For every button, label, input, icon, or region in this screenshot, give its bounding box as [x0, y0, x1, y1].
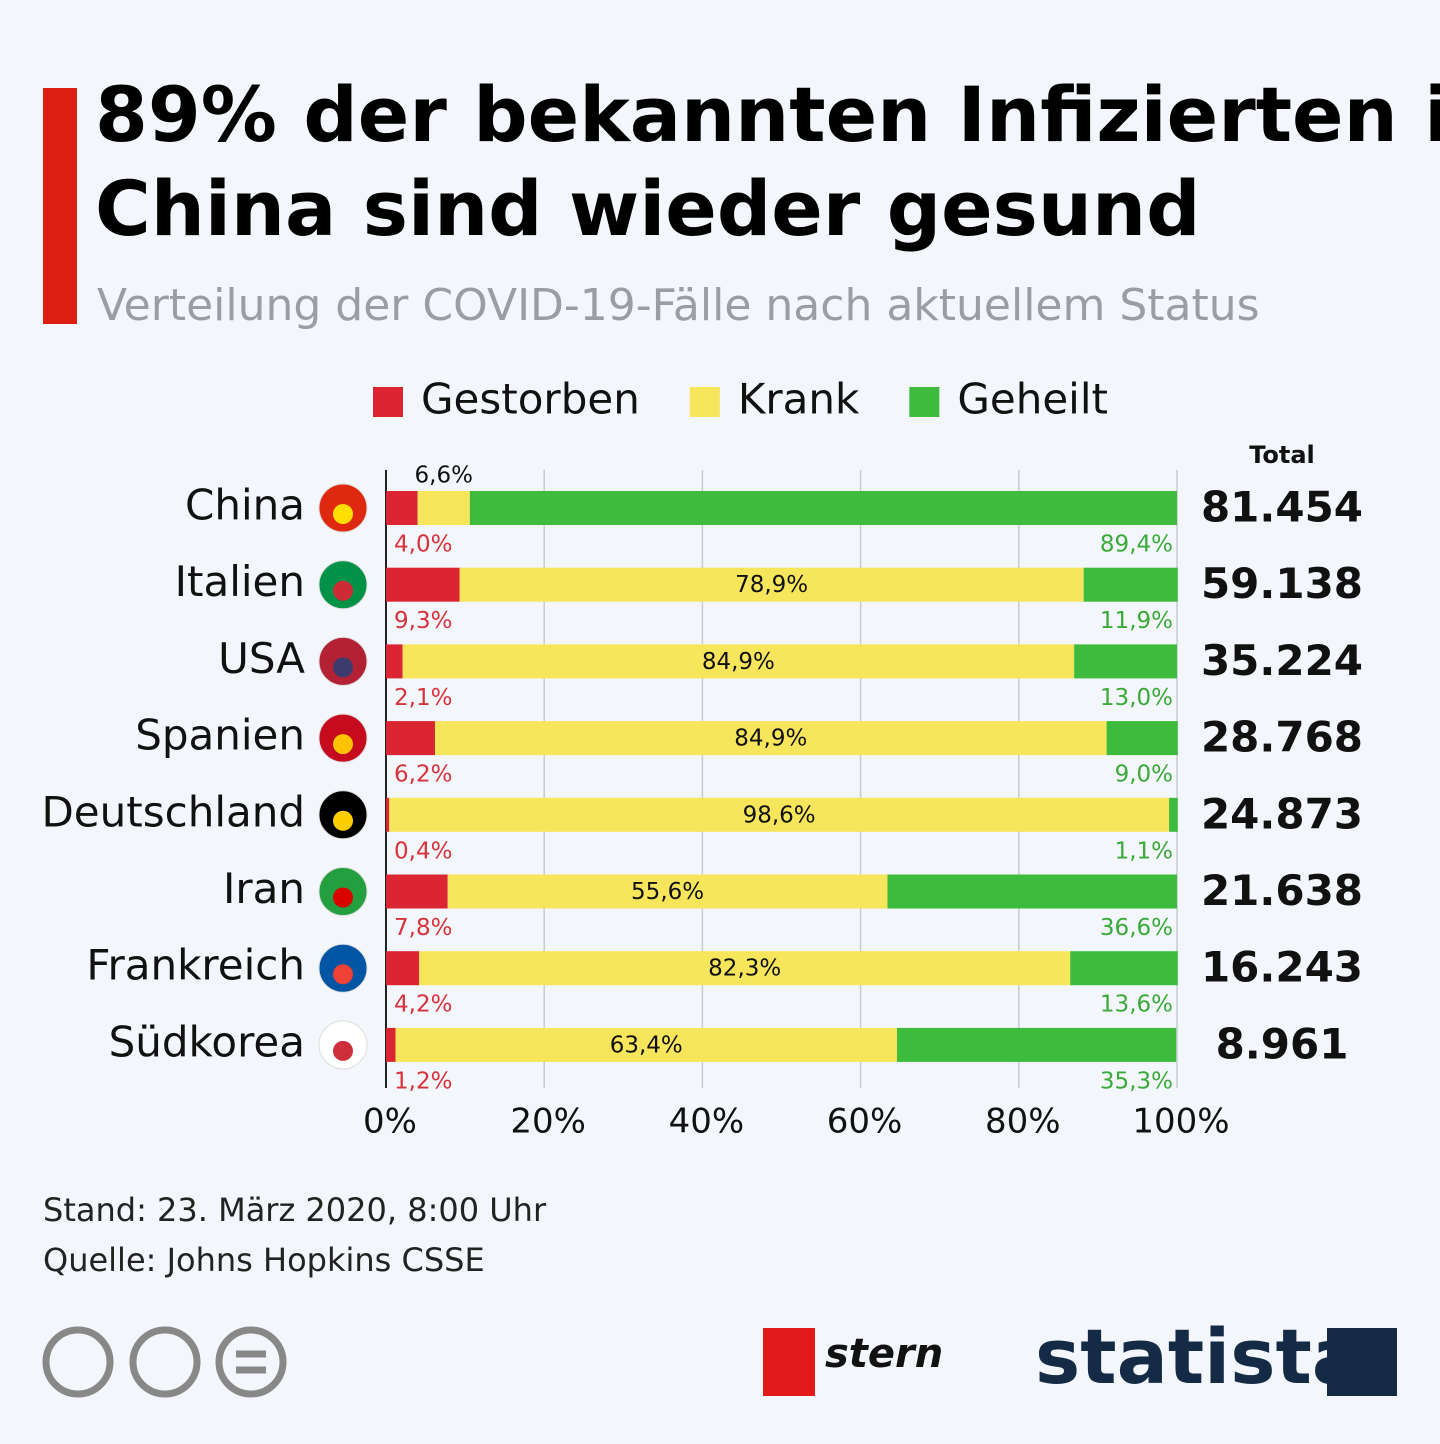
subtitle: Verteilung der COVID-19-Fälle nach aktue… [97, 280, 1260, 331]
value-label: 9,0% [1115, 762, 1173, 788]
bar-segment [896, 1027, 1177, 1062]
value-label: 0,4% [394, 838, 452, 864]
value-label: 13,0% [1100, 685, 1173, 711]
x-tick-label: 100% [1132, 1102, 1229, 1142]
bar-segment [447, 874, 888, 909]
bar-segment [887, 874, 1177, 909]
value-label: 6,2% [394, 762, 452, 788]
bar-segment [386, 797, 390, 832]
total-label: 8.961 [1216, 1019, 1349, 1068]
bar-segment [386, 1027, 396, 1062]
flag-detail [333, 964, 353, 985]
bar-segment [469, 491, 1177, 525]
bar-segment [386, 874, 448, 909]
bar-segment [402, 644, 1075, 679]
bar-segment [389, 797, 1170, 832]
value-label: 82,3% [708, 956, 781, 982]
category-label: Frankreich [86, 941, 305, 990]
bar-segment [386, 644, 403, 679]
bar-segment [386, 951, 420, 986]
license-icons [42, 1326, 287, 1398]
flag-detail [333, 657, 353, 678]
flag-detail [333, 580, 353, 601]
stern-icon [763, 1328, 815, 1396]
flag-detail [333, 810, 353, 831]
bar-segment [1070, 951, 1178, 986]
value-label: 55,6% [631, 879, 704, 905]
legend-swatch [373, 387, 403, 417]
note: Quelle: Johns Hopkins CSSE [43, 1241, 485, 1279]
bar-segment [386, 491, 418, 525]
legend-swatch [689, 387, 720, 417]
bar-segment [435, 721, 1107, 756]
bar-segment [1169, 797, 1178, 832]
note: Stand: 23. März 2020, 8:00 Uhr [43, 1191, 547, 1229]
flag-detail [333, 734, 353, 755]
category-label: Spanien [135, 711, 305, 760]
value-label: 2,1% [394, 685, 452, 711]
category-label: USA [218, 634, 305, 683]
flag-detail [333, 504, 353, 524]
value-label: 9,3% [394, 608, 452, 634]
title-accent [43, 88, 77, 324]
totals-title: Total [1249, 441, 1315, 469]
bar-segment [1106, 721, 1178, 756]
bar-segment [419, 951, 1071, 986]
x-tick-label: 60% [827, 1102, 903, 1142]
value-label: 11,9% [1100, 608, 1173, 634]
flag-detail [333, 887, 353, 908]
total-label: 81.454 [1201, 483, 1363, 532]
value-label: 7,8% [394, 915, 452, 941]
category-label: Deutschland [41, 787, 305, 836]
bar-segment [1083, 567, 1178, 602]
legend-swatch [909, 387, 940, 417]
bar-segment [1074, 644, 1177, 679]
logo: statista [1035, 1312, 1363, 1401]
value-label: 1,1% [1115, 838, 1173, 864]
bar-segment [386, 721, 436, 756]
value-label: 13,6% [1100, 992, 1173, 1018]
value-label: 98,6% [743, 802, 816, 828]
category-label: Südkorea [109, 1017, 305, 1066]
value-label: 78,9% [735, 572, 808, 598]
logo: stern [825, 1331, 943, 1377]
x-tick-label: 80% [985, 1102, 1061, 1142]
x-tick-label: 40% [669, 1102, 745, 1142]
total-label: 16.243 [1201, 943, 1363, 992]
value-label: 89,4% [1100, 532, 1173, 558]
value-label: 84,9% [702, 649, 775, 675]
value-label: 4,2% [394, 992, 452, 1018]
category-label: China [185, 481, 305, 530]
legend-label: Gestorben [421, 375, 640, 424]
bar-segment [386, 567, 460, 602]
total-label: 24.873 [1201, 789, 1363, 838]
bar-segment [459, 567, 1084, 602]
value-label: 35,3% [1100, 1068, 1173, 1094]
value-label: 1,2% [394, 1068, 452, 1094]
value-label: 84,9% [734, 726, 807, 752]
category-label: Italien [175, 557, 305, 606]
total-label: 35.224 [1201, 636, 1363, 685]
value-label: 63,4% [610, 1032, 683, 1058]
total-label: 21.638 [1201, 866, 1363, 915]
x-tick-label: 0% [363, 1102, 417, 1142]
bar-segment [395, 1027, 897, 1062]
value-label: 6,6% [415, 463, 473, 489]
category-label: Iran [223, 864, 305, 913]
value-label: 36,6% [1100, 915, 1173, 941]
chart-title: 89% der bekannten Infizierten in China si… [95, 70, 1440, 253]
x-tick-label: 20% [510, 1102, 586, 1142]
legend-label: Geheilt [957, 375, 1108, 424]
value-label: 4,0% [394, 532, 452, 558]
total-label: 28.768 [1201, 713, 1363, 762]
legend-label: Krank [738, 375, 860, 424]
flag-detail [333, 1040, 353, 1061]
bar-segment [417, 491, 470, 525]
total-label: 59.138 [1201, 559, 1363, 608]
statista-icon [1327, 1328, 1397, 1396]
